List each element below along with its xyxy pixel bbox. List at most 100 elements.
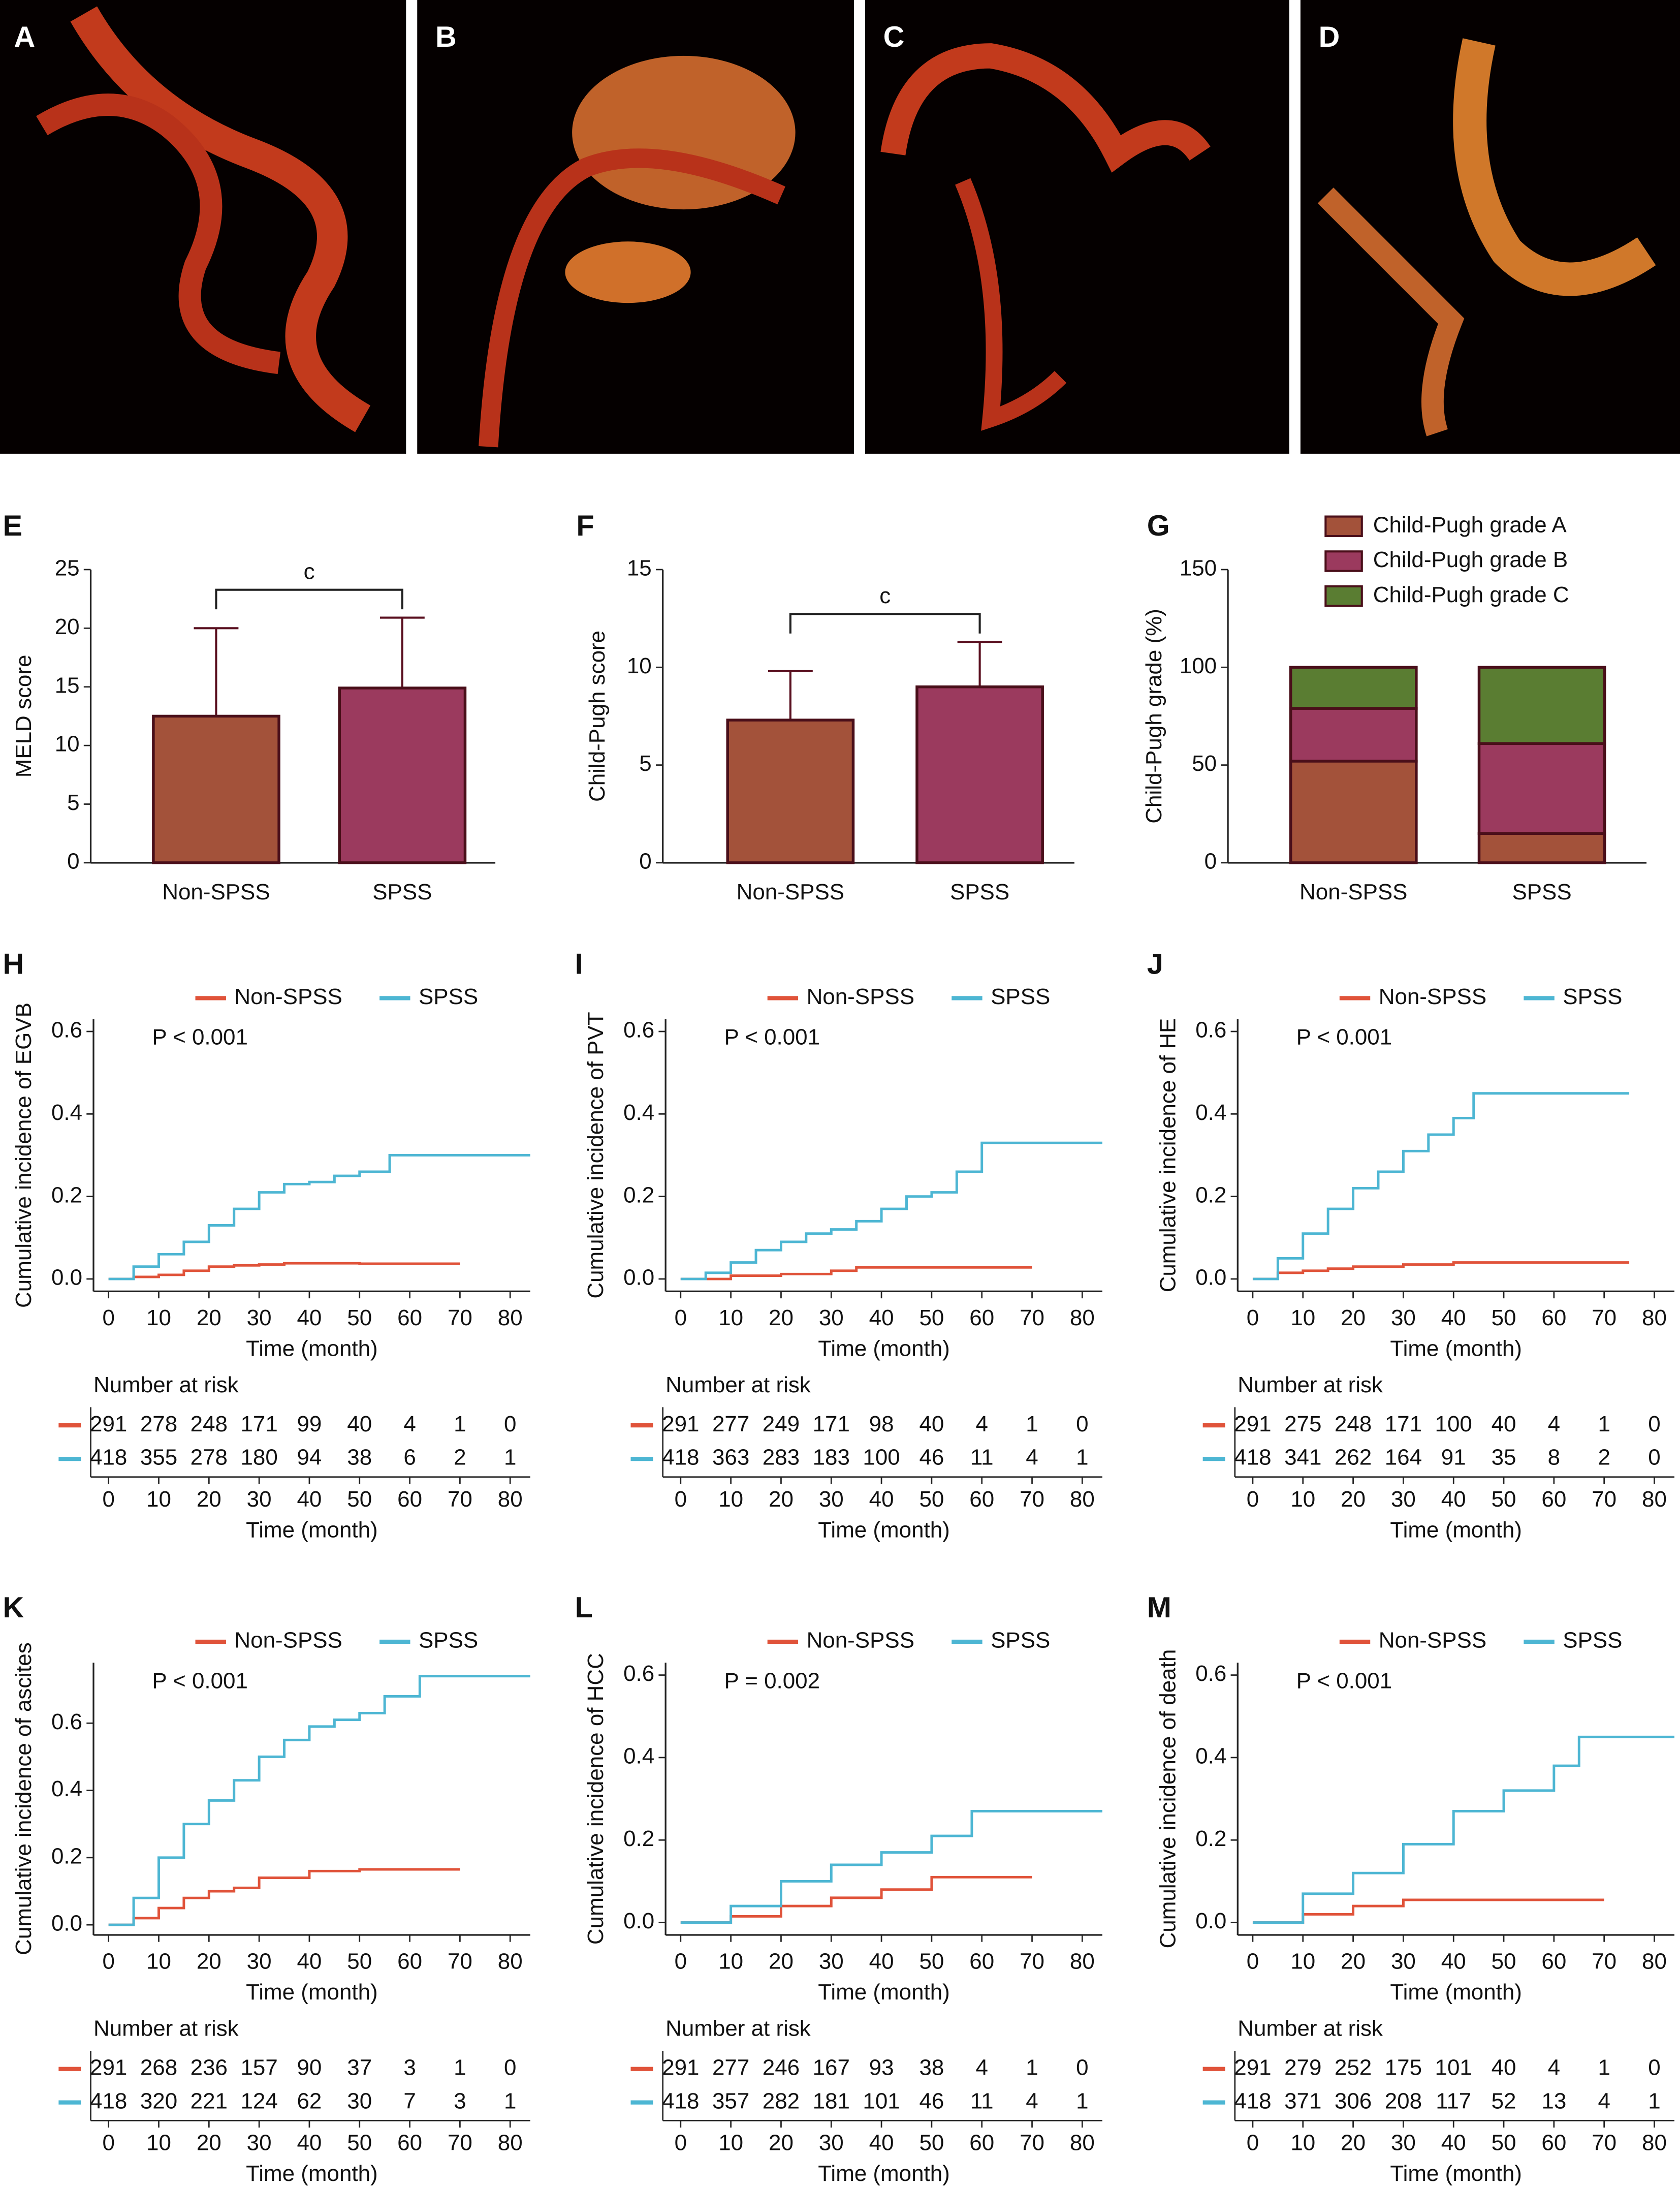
risk-x-tick-label: 50 (347, 1487, 372, 1512)
risk-number: 171 (240, 1412, 277, 1436)
risk-x-tick-label: 40 (1441, 1487, 1466, 1512)
image-d: D (1300, 0, 1680, 454)
image-c: C (865, 0, 1289, 454)
risk-number: 38 (919, 2055, 944, 2080)
x-tick-label: 30 (819, 1305, 844, 1330)
x-tick-label: 60 (1541, 1949, 1566, 1974)
panel-label: K (3, 1591, 24, 1624)
x-tick-label: 60 (969, 1949, 994, 1974)
km-curve (108, 1868, 460, 1926)
x-tick-label: 80 (1642, 1949, 1667, 1974)
risk-number: 0 (1648, 1412, 1660, 1436)
x-tick-label: 60 (1541, 1305, 1566, 1330)
risk-number: 100 (863, 1445, 900, 1470)
risk-number: 46 (919, 1445, 944, 1470)
x-tick-label: 30 (819, 1949, 844, 1974)
y-axis-label: Child-Pugh grade (%) (1142, 609, 1166, 824)
x-tick-label: 80 (1070, 1305, 1095, 1330)
p-value: P < 0.001 (1296, 1025, 1392, 1050)
risk-number: 1 (1026, 1412, 1038, 1436)
risk-number: 291 (90, 2055, 127, 2080)
y-axis-label: Cumulative incidence of PVT (583, 1012, 608, 1298)
legend-label: SPSS (991, 1628, 1050, 1653)
x-tick-label: 70 (1020, 1305, 1044, 1330)
x-tick-label: 40 (297, 1949, 322, 1974)
risk-number: 3 (403, 2055, 416, 2080)
panel-label: M (1147, 1591, 1171, 1624)
bar-segment (1477, 832, 1606, 864)
y-tick-label: 50 (1192, 751, 1217, 776)
significance-label: c (304, 559, 315, 584)
risk-number: 275 (1284, 1412, 1321, 1436)
risk-x-tick-label: 60 (397, 2131, 422, 2155)
panel-label: H (3, 948, 24, 980)
y-tick-label: 20 (55, 614, 80, 639)
risk-number: 2 (1598, 1445, 1610, 1470)
risk-x-tick-label: 0 (102, 1487, 114, 1512)
risk-x-tick-label: 20 (197, 2131, 221, 2155)
risk-x-tick-label: 10 (718, 1487, 743, 1512)
bar-segment (1289, 666, 1418, 710)
risk-number: 341 (1284, 1445, 1321, 1470)
km-curve (108, 1154, 530, 1280)
risk-number: 7 (403, 2088, 416, 2113)
km-curve (680, 1141, 1102, 1280)
x-tick-label: 50 (1492, 1305, 1516, 1330)
risk-number: 277 (712, 2055, 749, 2080)
risk-x-tick-label: 10 (146, 2131, 171, 2155)
x-tick-label: 60 (397, 1949, 422, 1974)
risk-number: 278 (191, 1445, 228, 1470)
risk-number: 262 (1335, 1445, 1372, 1470)
y-tick-label: 0.0 (623, 1909, 654, 1933)
risk-x-tick-label: 80 (498, 1487, 523, 1512)
risk-number: 0 (1076, 2055, 1088, 2080)
risk-number: 13 (1541, 2088, 1566, 2113)
risk-number: 291 (662, 1412, 699, 1436)
x-tick-label: 0 (675, 1949, 687, 1974)
risk-x-axis-label: Time (month) (246, 1518, 378, 1543)
y-tick-label: 0.0 (623, 1265, 654, 1290)
y-tick-label: 0 (67, 849, 79, 874)
x-tick-label: 0 (1247, 1949, 1259, 1974)
x-tick-label: 50 (347, 1949, 372, 1974)
legend-swatch (1324, 550, 1363, 572)
risk-number: 1 (504, 2088, 516, 2113)
panel-label: C (883, 21, 905, 53)
x-tick-label: 60 (397, 1305, 422, 1330)
y-tick-label: 10 (627, 653, 652, 678)
y-tick-label: 0.0 (51, 1911, 82, 1936)
y-tick-label: 0 (639, 849, 651, 874)
y-tick-label: 150 (1180, 556, 1217, 581)
risk-number: 248 (191, 1412, 228, 1436)
panel-label: J (1147, 948, 1163, 980)
y-tick-label: 5 (67, 790, 79, 815)
risk-number: 1 (1598, 2055, 1610, 2080)
risk-number: 0 (504, 1412, 516, 1436)
km-curve (1252, 1898, 1604, 1924)
legend-label: Child-Pugh grade A (1373, 512, 1567, 537)
x-axis-label: Time (month) (818, 1336, 950, 1361)
risk-number: 283 (763, 1445, 800, 1470)
risk-number: 90 (297, 2055, 322, 2080)
risk-number: 157 (240, 2055, 277, 2080)
significance-bracket (215, 588, 403, 610)
risk-number: 1 (1026, 2055, 1038, 2080)
y-tick-label: 0.0 (51, 1265, 82, 1290)
risk-x-tick-label: 70 (1020, 1487, 1044, 1512)
bar (726, 718, 855, 864)
y-tick-label: 0.6 (623, 1018, 654, 1043)
risk-x-tick-label: 20 (1341, 1487, 1366, 1512)
y-tick-label: 0.0 (1195, 1265, 1226, 1290)
risk-number: 279 (1284, 2055, 1321, 2080)
risk-x-tick-label: 60 (969, 2131, 994, 2155)
y-tick-label: 25 (55, 556, 80, 581)
risk-x-axis-label: Time (month) (1390, 1518, 1522, 1543)
x-tick-label: 20 (1341, 1305, 1366, 1330)
y-axis-label: Cumulative incidence of HE (1155, 1018, 1180, 1293)
legend-label: SPSS (1563, 984, 1622, 1009)
risk-x-axis-label: Time (month) (818, 2161, 950, 2186)
risk-number: 11 (970, 2088, 994, 2113)
risk-x-tick-label: 60 (397, 1487, 422, 1512)
risk-number: 1 (1648, 2088, 1660, 2113)
